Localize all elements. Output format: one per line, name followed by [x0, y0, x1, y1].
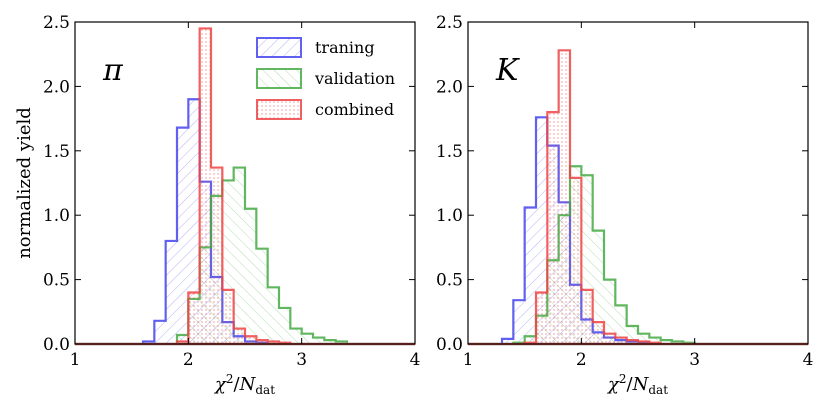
x-tick-label: 4	[410, 350, 421, 370]
y-tick-label: 1.5	[436, 142, 463, 162]
x-label-slash: /	[627, 374, 634, 395]
histogram-series-group	[468, 49, 808, 346]
series-fill-combined	[468, 50, 808, 344]
series-traning	[468, 116, 808, 346]
x-axis-label: χ2/Ndat	[606, 372, 668, 397]
y-tick-label: 0.5	[43, 271, 70, 291]
x-label-slash: /	[234, 374, 241, 395]
y-tick-label: 2.5	[436, 13, 463, 33]
y-tick-label: 0.0	[436, 335, 463, 355]
legend: traning validation combined	[256, 37, 395, 120]
y-tick-label: 1.0	[43, 206, 70, 226]
y-tick-label: 2.0	[436, 77, 463, 97]
x-tick-label: 2	[183, 350, 194, 370]
legend-item-validation: validation	[256, 68, 395, 89]
x-label-chi: χ	[606, 374, 620, 395]
panel-k: 1 2 3 40.00.51.01.52.02.5 K χ2/Ndat	[436, 13, 813, 397]
legend-label: combined	[315, 100, 394, 119]
plot-frame	[74, 21, 416, 345]
panel-label: π	[102, 53, 124, 88]
series-fill-traning	[468, 117, 808, 344]
legend-swatch	[256, 37, 302, 58]
x-label-n: N	[239, 374, 257, 395]
y-tick-label: 0.0	[43, 335, 70, 355]
series-fill-validation	[75, 167, 415, 344]
tick-group: 1 2 3 4 0.0 0.5 1.0 1.5 2.0 2.5	[436, 13, 813, 370]
y-tick-label: 2.0	[43, 77, 70, 97]
y-tick-label: 2.5	[43, 13, 70, 33]
legend-label: validation	[314, 69, 395, 88]
legend-item-combined: combined	[256, 99, 394, 120]
panel-label: K	[495, 53, 520, 88]
x-tick-label: 4	[803, 350, 814, 370]
legend-swatch	[256, 99, 302, 120]
panel-pi: 1 2 3 4 0.0 0.5 1.0 1.5 2.0 2.5 π normalized yiel…	[14, 13, 420, 397]
x-label-n: N	[632, 374, 650, 395]
x-label-chi: χ	[213, 374, 227, 395]
x-axis-label: χ2/Ndat	[213, 372, 275, 397]
x-tick-label: 2	[576, 350, 587, 370]
series-validation	[75, 166, 415, 346]
tick-group: 1 2 3 4 0.0 0.5 1.0 1.5 2.0 2.5	[43, 13, 420, 370]
x-tick-label: 3	[296, 350, 307, 370]
x-label-sup: 2	[226, 372, 234, 386]
plot-frame	[467, 21, 809, 345]
y-axis-label: normalized yield	[14, 107, 35, 259]
legend-item-traning: traning	[256, 37, 375, 58]
x-tick-label: 1	[463, 350, 474, 370]
y-tick-label: 1.5	[43, 142, 70, 162]
x-tick-label: 1	[70, 350, 81, 370]
x-label-sub: dat	[255, 383, 275, 397]
legend-label: traning	[315, 38, 375, 57]
x-label-sub: dat	[648, 383, 668, 397]
y-tick-label: 1.0	[436, 206, 463, 226]
y-tick-label: 0.5	[436, 271, 463, 291]
x-label-sup: 2	[619, 372, 627, 386]
legend-swatch	[256, 68, 302, 89]
x-tick-label: 3	[689, 350, 700, 370]
